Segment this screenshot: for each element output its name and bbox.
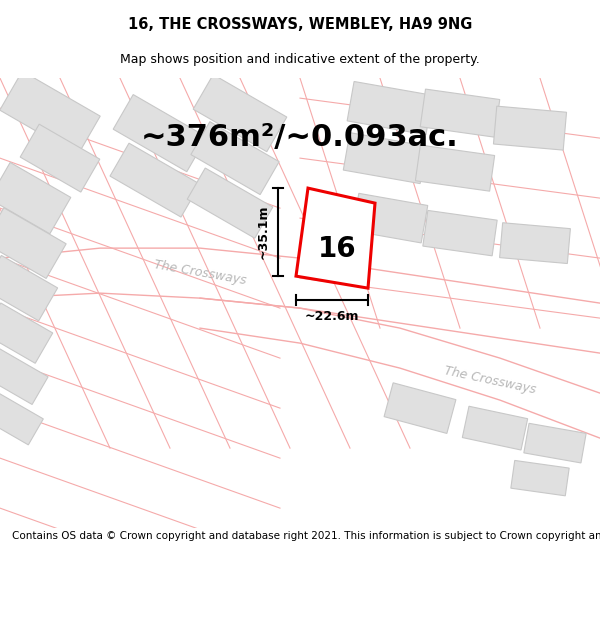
Polygon shape xyxy=(0,348,48,404)
Polygon shape xyxy=(500,222,571,264)
Polygon shape xyxy=(193,74,287,152)
Polygon shape xyxy=(352,193,428,243)
Polygon shape xyxy=(493,106,566,150)
Polygon shape xyxy=(347,81,433,135)
Text: Map shows position and indicative extent of the property.: Map shows position and indicative extent… xyxy=(120,53,480,66)
Polygon shape xyxy=(113,94,207,172)
Text: 16, THE CROSSWAYS, WEMBLEY, HA9 9NG: 16, THE CROSSWAYS, WEMBLEY, HA9 9NG xyxy=(128,17,472,32)
Polygon shape xyxy=(191,122,279,194)
Polygon shape xyxy=(0,256,58,321)
Polygon shape xyxy=(423,211,497,256)
Polygon shape xyxy=(0,162,71,234)
Polygon shape xyxy=(0,303,53,363)
Polygon shape xyxy=(384,382,456,434)
Polygon shape xyxy=(110,143,200,217)
Polygon shape xyxy=(0,71,100,155)
Polygon shape xyxy=(296,188,375,288)
Polygon shape xyxy=(187,168,273,238)
Polygon shape xyxy=(20,124,100,192)
Polygon shape xyxy=(343,132,427,184)
Polygon shape xyxy=(420,89,500,137)
Polygon shape xyxy=(200,298,600,438)
Text: 16: 16 xyxy=(317,235,356,263)
Polygon shape xyxy=(463,406,527,450)
Text: Contains OS data © Crown copyright and database right 2021. This information is : Contains OS data © Crown copyright and d… xyxy=(12,531,600,541)
Text: The Crossways: The Crossways xyxy=(443,364,537,396)
Polygon shape xyxy=(0,391,43,445)
Polygon shape xyxy=(415,145,494,191)
Text: The Crossways: The Crossways xyxy=(153,259,247,288)
Polygon shape xyxy=(511,461,569,496)
Text: ~22.6m: ~22.6m xyxy=(305,310,359,323)
Polygon shape xyxy=(0,248,600,353)
Polygon shape xyxy=(0,208,66,279)
Polygon shape xyxy=(524,423,586,463)
Text: ~35.1m: ~35.1m xyxy=(257,205,270,259)
Text: ~376m²/~0.093ac.: ~376m²/~0.093ac. xyxy=(141,123,459,152)
